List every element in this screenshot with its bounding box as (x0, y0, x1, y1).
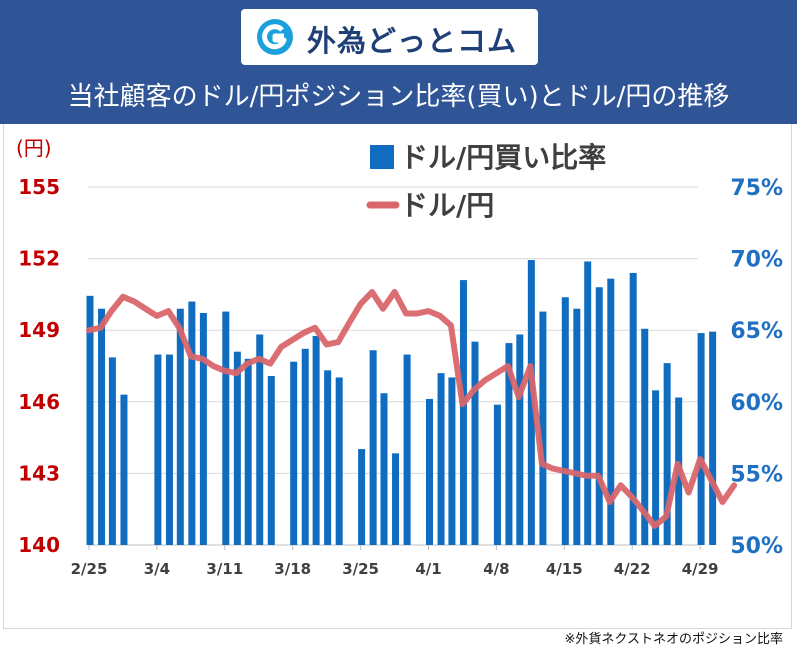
bar (188, 301, 196, 545)
header-banner: 外為どっとコム 当社顧客のドル/円ポジション比率(買い)とドル/円の推移 (0, 0, 797, 124)
bar (629, 272, 637, 545)
bar (256, 334, 264, 545)
left-tick-label: 149 (18, 318, 60, 342)
left-tick-label: 152 (18, 247, 60, 271)
right-tick-label: 65% (730, 319, 783, 344)
right-tick-label: 60% (730, 391, 783, 416)
bar (459, 280, 467, 545)
bar (697, 333, 705, 545)
bar (301, 348, 309, 545)
right-tick-label: 70% (730, 248, 783, 273)
bar (267, 376, 275, 545)
bar (539, 311, 547, 545)
left-tick-label: 140 (18, 533, 60, 557)
x-tick-label: 4/15 (546, 560, 583, 578)
bar (108, 357, 116, 545)
left-axis-unit: (円) (16, 136, 52, 160)
legend-bar-label: ドル/円買い比率 (400, 141, 606, 174)
legend-line-label: ドル/円 (400, 189, 494, 222)
bar (165, 354, 173, 545)
left-tick-label: 143 (18, 461, 60, 485)
bar (222, 311, 230, 545)
x-tick-label: 3/4 (144, 560, 170, 578)
bar (244, 358, 252, 545)
bar (471, 341, 479, 545)
x-tick-label: 3/25 (342, 560, 379, 578)
brand-logo-icon (257, 19, 293, 55)
x-tick-label: 4/29 (682, 560, 719, 578)
bar (199, 313, 207, 545)
x-tick-label: 2/25 (71, 560, 108, 578)
bar (573, 308, 581, 545)
x-tick-label: 4/8 (483, 560, 509, 578)
bar (324, 370, 332, 545)
bar (312, 335, 320, 545)
bar (516, 334, 524, 545)
x-tick-label: 4/1 (415, 560, 441, 578)
left-tick-label: 146 (18, 390, 60, 414)
bar (154, 354, 162, 545)
bar (290, 361, 298, 545)
bar (607, 278, 615, 545)
bar (527, 260, 535, 545)
bar (369, 350, 377, 545)
bar (437, 373, 445, 545)
bar (233, 351, 241, 545)
bar (652, 390, 660, 545)
bar (584, 261, 592, 545)
bar (493, 404, 501, 545)
brand-logo: 外為どっとコム (241, 9, 538, 65)
left-tick-label: 155 (18, 175, 60, 199)
right-tick-label: 55% (730, 462, 783, 487)
x-tick-label: 4/22 (614, 560, 651, 578)
bar (595, 287, 603, 545)
footnote: ※外貨ネクストネオのポジション比率 (564, 632, 783, 647)
bar (86, 295, 94, 545)
x-tick-label: 3/11 (206, 560, 243, 578)
usd-jpy-line (86, 289, 738, 529)
bar (403, 354, 411, 545)
chart-area: 155 152 149 146 143 140 75% 70% 65% 60% 55% 50% (円) 2… (16, 136, 783, 578)
bar (641, 328, 649, 545)
bar (358, 449, 366, 545)
bar (335, 377, 343, 545)
chart-title: 当社顧客のドル/円ポジション比率(買い)とドル/円の推移 (67, 82, 730, 112)
brand-name: 外為どっとコム (307, 24, 518, 58)
bar (663, 363, 671, 545)
bar (561, 297, 569, 545)
bar (709, 331, 717, 545)
bar (426, 398, 433, 545)
right-tick-label: 50% (730, 534, 783, 559)
right-tick-label: 75% (730, 176, 783, 201)
bar (505, 343, 513, 545)
bar (176, 308, 184, 545)
chart-frame (3, 124, 792, 629)
legend-bar-swatch (370, 145, 394, 169)
bar (380, 393, 388, 545)
x-tick-label: 3/18 (274, 560, 311, 578)
bar (392, 453, 400, 545)
bar (448, 377, 456, 545)
bar (98, 308, 106, 545)
bar (120, 394, 128, 545)
